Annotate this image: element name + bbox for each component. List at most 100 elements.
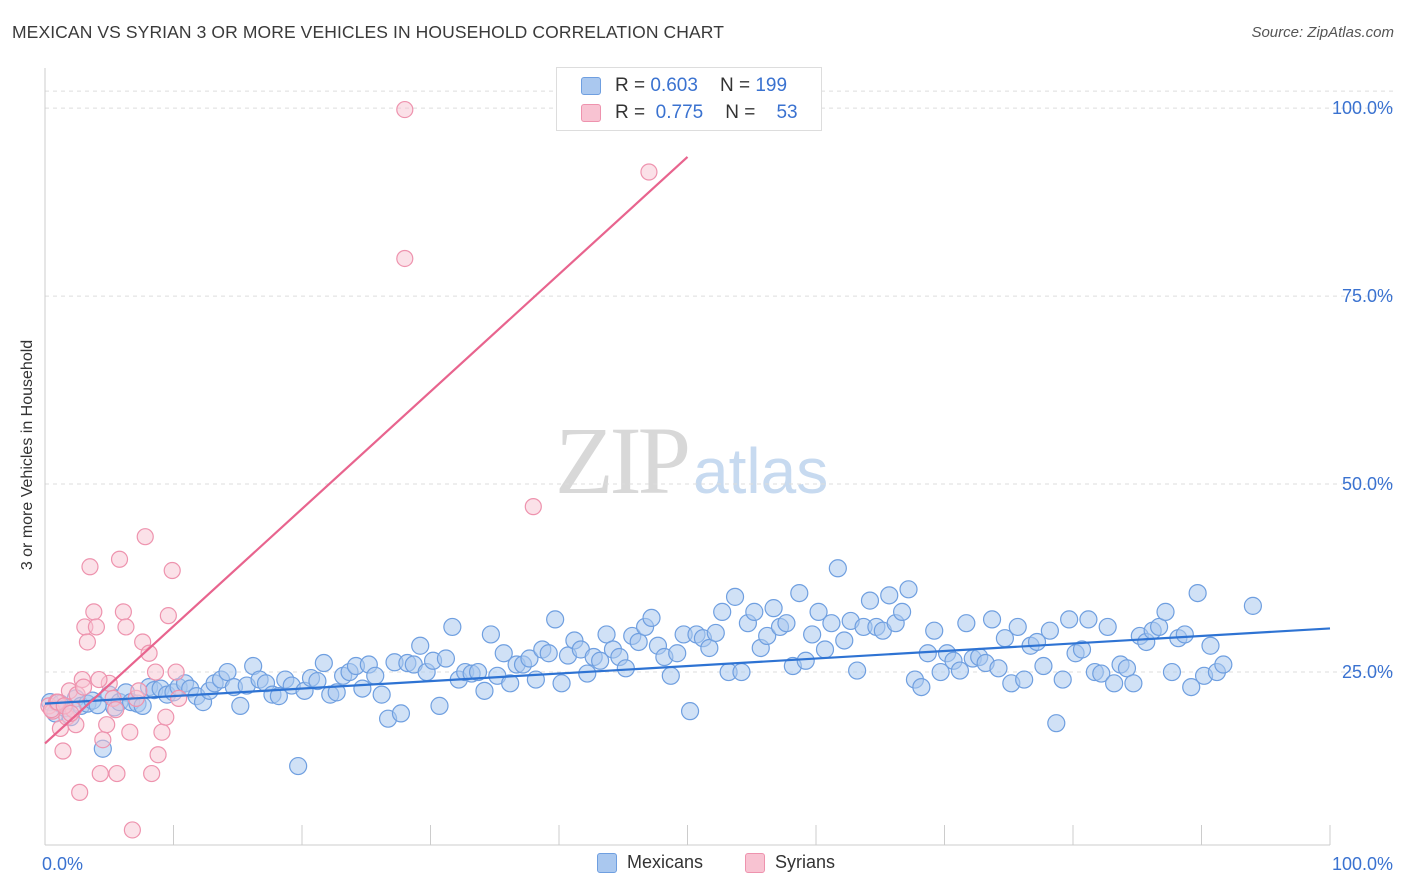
mexicans-point bbox=[1188, 583, 1207, 603]
mexicans-point bbox=[1243, 596, 1263, 615]
mexicans-point bbox=[1201, 636, 1220, 655]
mexicans-point bbox=[1092, 664, 1111, 683]
mexicans-point bbox=[475, 681, 494, 700]
correlation-legend: R = 0.603 N = 199 R = 0.775 N = 53 bbox=[556, 67, 822, 131]
y-tick-label: 50.0% bbox=[1342, 474, 1393, 494]
mexicans-point bbox=[950, 661, 970, 680]
legend-n-label: N = bbox=[725, 102, 756, 123]
mexicans-point bbox=[289, 756, 308, 776]
mexicans-point bbox=[591, 651, 610, 670]
legend-n-label: N = bbox=[719, 75, 751, 96]
syrians-trend-line bbox=[44, 156, 689, 745]
syrians-point bbox=[54, 742, 72, 760]
syrians-point bbox=[98, 716, 116, 734]
mexicans-point bbox=[835, 631, 854, 650]
mexicans-point bbox=[777, 614, 796, 633]
mexicans-point bbox=[725, 587, 745, 606]
mexicans-point bbox=[231, 696, 250, 715]
mexicans-point bbox=[1149, 617, 1169, 637]
watermark-zip: ZIP bbox=[555, 407, 691, 514]
mexicans-point bbox=[1047, 714, 1066, 733]
mexicans-point bbox=[661, 666, 680, 685]
syrians-point bbox=[91, 764, 109, 783]
mexicans-point bbox=[1072, 640, 1092, 659]
mexicans-point bbox=[494, 644, 513, 663]
syrians-point bbox=[143, 764, 161, 783]
legend-n-value-syrians: 53 bbox=[776, 102, 798, 123]
syrians-point bbox=[396, 249, 414, 268]
syrians-point bbox=[396, 100, 414, 119]
y-tick-label: 75.0% bbox=[1342, 286, 1393, 306]
mexicans-point bbox=[1060, 610, 1079, 629]
mexicans-point bbox=[764, 599, 783, 618]
syrians-point bbox=[524, 498, 542, 516]
syrians-point bbox=[153, 723, 171, 741]
mexicans-point bbox=[899, 580, 918, 599]
mexicans-point bbox=[1162, 662, 1182, 682]
syrians-point bbox=[90, 670, 108, 689]
legend-r-value-mexicans: 0.603 bbox=[650, 75, 698, 96]
syrians-point bbox=[167, 663, 185, 681]
trend-lines bbox=[44, 156, 1331, 745]
bottom-legend-mexicans-label: Mexicans bbox=[627, 852, 704, 872]
mexicans-point bbox=[860, 591, 880, 610]
mexicans-point bbox=[1175, 625, 1194, 644]
mexicans-point bbox=[982, 610, 1002, 629]
mexicans-point bbox=[1053, 670, 1072, 689]
mexicans-point bbox=[796, 651, 815, 670]
syrians-point bbox=[110, 550, 129, 568]
syrians-point bbox=[170, 689, 188, 707]
x-tick-label-min: 0.0% bbox=[42, 854, 83, 874]
legend-r-value-syrians: 0.775 bbox=[655, 102, 704, 123]
x-tick-label-max: 100.0% bbox=[1332, 854, 1393, 874]
mexicans-point bbox=[308, 671, 327, 691]
mexicans-point bbox=[957, 614, 976, 633]
mexicans-point bbox=[436, 649, 456, 668]
mexicans-point bbox=[1124, 674, 1143, 693]
y-tick-label: 100.0% bbox=[1332, 98, 1393, 118]
legend-row-mexicans: R = 0.603 N = 199 bbox=[581, 74, 787, 98]
mexicans-point bbox=[372, 685, 391, 704]
syrians-point bbox=[157, 708, 175, 726]
mexicans-point bbox=[1040, 621, 1059, 640]
legend-swatch-syrians bbox=[581, 104, 601, 122]
mexicans-point bbox=[391, 704, 411, 723]
syrians-point bbox=[121, 723, 139, 741]
mexicans-point bbox=[629, 632, 648, 652]
grid-lines bbox=[45, 90, 1395, 673]
bottom-legend-syrians-label: Syrians bbox=[775, 852, 836, 872]
mexicans-point bbox=[411, 636, 430, 655]
mexicans-point bbox=[539, 644, 558, 663]
syrians-point bbox=[640, 163, 658, 181]
watermark: ZIPatlas bbox=[555, 405, 828, 516]
mexicans-point bbox=[758, 626, 777, 646]
mexicans-point bbox=[1105, 674, 1124, 693]
mexicans-point bbox=[443, 617, 462, 637]
mexicans-point bbox=[327, 683, 346, 702]
mexicans-point bbox=[546, 610, 565, 629]
bottom-swatch-syrians bbox=[745, 852, 765, 873]
mexicans-point bbox=[931, 662, 950, 682]
mexicans-point bbox=[713, 602, 732, 621]
mexicans-point bbox=[366, 666, 385, 685]
mexicans-point bbox=[430, 696, 449, 715]
syrians-point bbox=[140, 644, 158, 662]
y-tick-label: 25.0% bbox=[1342, 662, 1393, 682]
syrians-point bbox=[107, 701, 125, 719]
mexicans-point bbox=[848, 661, 867, 680]
mexicans-point bbox=[732, 662, 751, 682]
mexicans-point bbox=[1034, 656, 1053, 676]
mexicans-point bbox=[520, 649, 539, 668]
bottom-legend-syrians: Syrians bbox=[745, 852, 835, 873]
tick-labels: 25.0% 50.0% 75.0% 100.0% 0.0% 100.0% bbox=[42, 98, 1393, 874]
syrians-point bbox=[78, 633, 97, 651]
mexicans-point bbox=[353, 679, 372, 698]
mexicans-point bbox=[680, 702, 700, 721]
syrians-point bbox=[81, 558, 99, 576]
mexicans-point bbox=[552, 674, 571, 693]
mexicans-point bbox=[269, 687, 288, 706]
legend-r-label: R = bbox=[615, 102, 646, 123]
mexicans-point bbox=[815, 640, 835, 659]
mexicans-point bbox=[790, 583, 809, 603]
